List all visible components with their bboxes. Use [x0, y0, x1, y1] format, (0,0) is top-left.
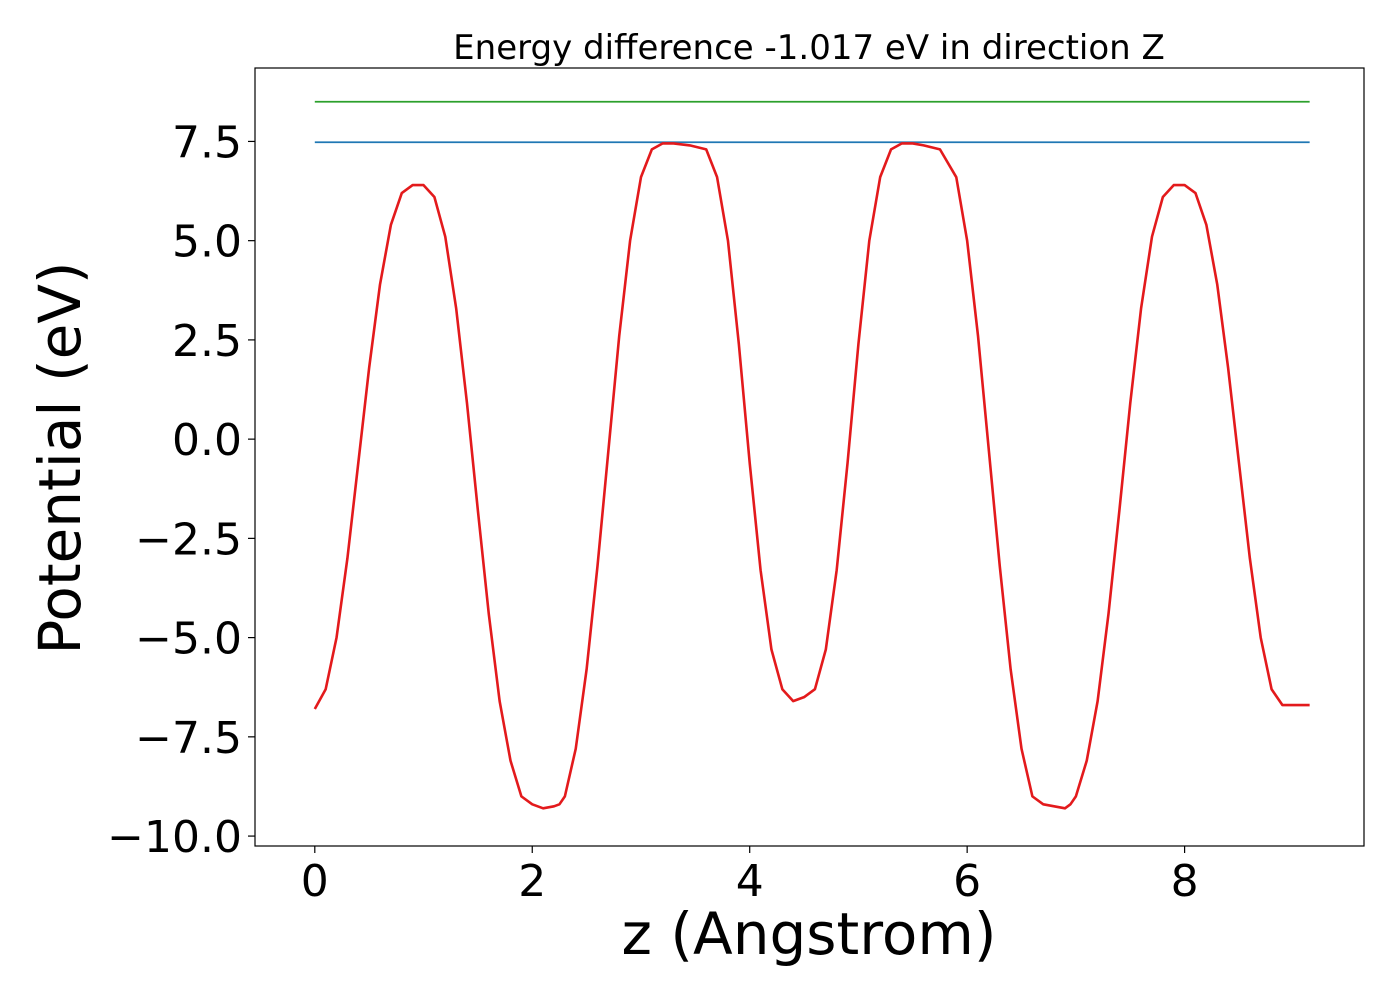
chart-title: Energy difference -1.017 eV in direction…: [453, 28, 1165, 68]
x-axis-label: z (Angstrom): [622, 900, 997, 968]
y-tick-label-1: 5.0: [172, 217, 242, 268]
y-tick-label-7: −10.0: [107, 812, 242, 863]
x-tick-label-3: 6: [953, 856, 981, 907]
y-tick-label-2: 2.5: [172, 316, 242, 367]
x-tick-label-0: 0: [301, 856, 329, 907]
y-tick-label-3: 0.0: [172, 415, 242, 466]
series-layer: [313, 100, 1310, 810]
x-axis-ticks: 0 2 4 6 8: [301, 846, 1199, 907]
x-tick-label-2: 4: [736, 856, 764, 907]
y-tick-label-4: −2.5: [135, 514, 242, 565]
series-line-3: [313, 142, 1310, 810]
y-tick-label-0: 7.5: [172, 117, 242, 168]
plot-frame: [254, 67, 1365, 847]
y-axis-label: Potential (eV): [26, 261, 94, 654]
y-tick-label-5: −5.0: [135, 614, 242, 665]
y-axis-ticks: 7.5 5.0 2.5 0.0 −2.5 −5.0 −7.5 −10.0: [107, 117, 255, 863]
x-tick-label-4: 8: [1171, 856, 1199, 907]
x-tick-label-1: 2: [518, 856, 546, 907]
y-tick-label-6: −7.5: [135, 713, 242, 764]
